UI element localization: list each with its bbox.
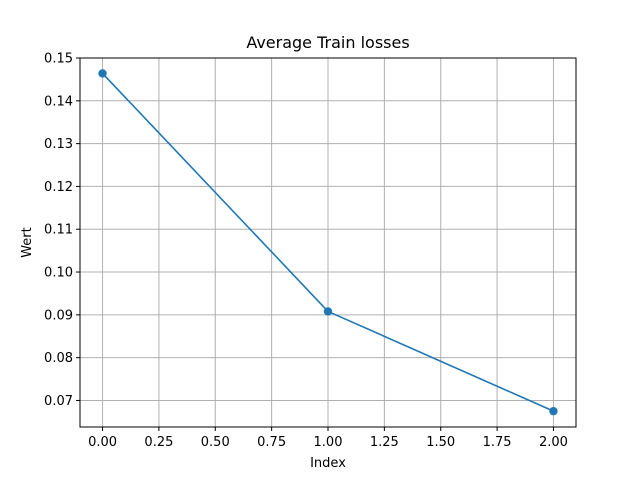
y-tick-label: 0.14 — [44, 94, 73, 109]
x-tick-label: 1.50 — [426, 435, 455, 450]
chart-title: Average Train losses — [246, 33, 409, 52]
data-point — [98, 69, 107, 78]
x-tick-label: 0.75 — [257, 435, 286, 450]
series-layer — [98, 69, 558, 416]
y-tick-label: 0.13 — [44, 137, 73, 152]
x-tick-label: 1.75 — [483, 435, 512, 450]
tick-marks — [76, 57, 554, 431]
x-tick-label: 0.25 — [144, 435, 173, 450]
y-tick-label: 0.09 — [44, 308, 73, 323]
y-tick-label: 0.08 — [44, 351, 73, 366]
x-tick-label: 1.25 — [370, 435, 399, 450]
x-tick-label: 2.00 — [539, 435, 568, 450]
x-tick-label: 0.50 — [201, 435, 230, 450]
y-tick-label: 0.15 — [44, 52, 73, 67]
x-axis-label: Index — [310, 456, 346, 471]
data-point — [549, 406, 558, 416]
x-tick-label: 0.00 — [88, 435, 117, 450]
data-point — [323, 307, 333, 316]
y-tick-label: 0.10 — [44, 266, 73, 281]
tick-labels: 0.00 0.25 0.50 0.75 1.00 1.25 1.50 1.75 2.00 0.07… — [44, 52, 568, 451]
y-tick-label: 0.12 — [44, 180, 73, 195]
y-axis-label: Wert — [20, 227, 35, 258]
y-tick-label: 0.11 — [44, 223, 73, 238]
x-tick-label: 1.00 — [314, 435, 343, 450]
y-tick-label: 0.07 — [44, 394, 73, 409]
